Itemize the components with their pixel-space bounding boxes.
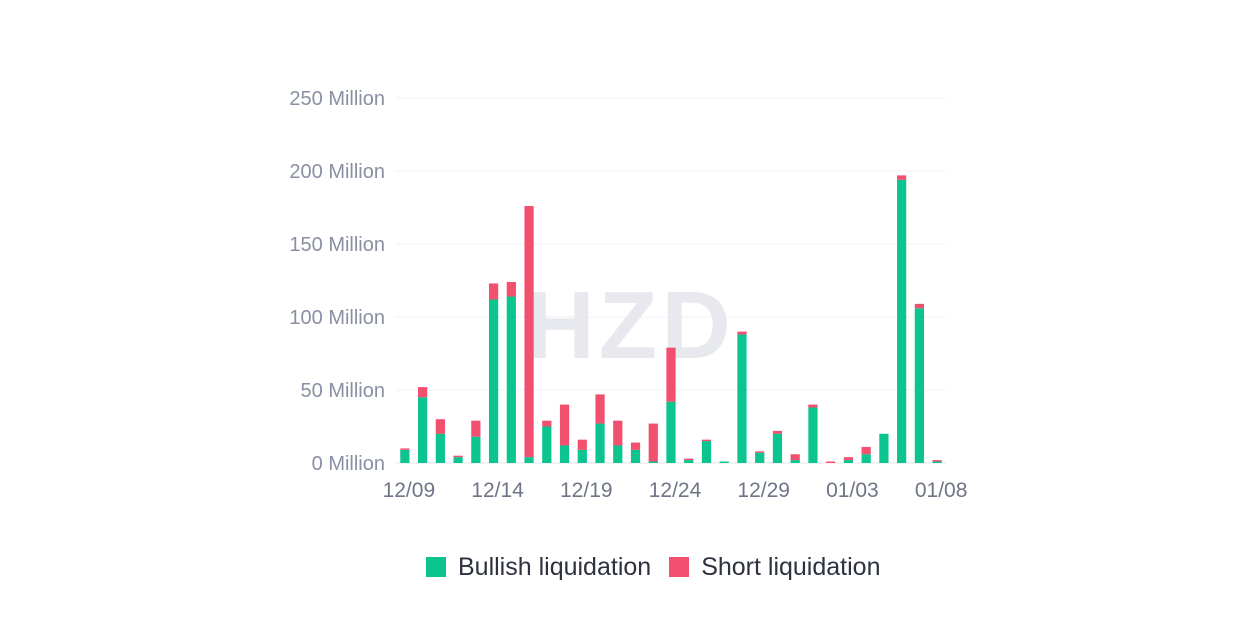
- x-tick-label: 01/08: [915, 479, 968, 502]
- bar-bullish: [453, 457, 463, 463]
- bar-short: [542, 420, 552, 427]
- legend-swatch-bullish: [426, 557, 446, 577]
- bar-short: [684, 458, 694, 461]
- bar-bullish: [666, 401, 676, 463]
- bar-short: [418, 387, 428, 398]
- bar-bullish: [861, 454, 871, 463]
- bar-bullish: [737, 334, 747, 463]
- bar-short: [524, 206, 534, 458]
- bar-bullish: [790, 460, 800, 463]
- bar-bullish: [879, 433, 889, 463]
- bar-short: [808, 404, 818, 408]
- bar-short: [737, 331, 747, 335]
- bar-bullish: [648, 461, 658, 463]
- bar-short: [506, 281, 516, 297]
- bar-bullish: [630, 449, 641, 463]
- bar-bullish: [772, 433, 783, 463]
- bar-short: [861, 446, 871, 455]
- y-tick-label: 0 Million: [312, 453, 385, 475]
- bar-short: [772, 430, 783, 434]
- x-tick-label: 12/14: [471, 479, 524, 502]
- y-tick-label: 150 Million: [289, 234, 385, 256]
- legend-item-short[interactable]: Short liquidation: [669, 553, 880, 582]
- bar-bullish: [843, 460, 854, 463]
- bar-short: [826, 461, 836, 463]
- bar-bullish: [435, 433, 445, 463]
- bar-bullish: [808, 407, 818, 463]
- x-tick-label: 12/19: [560, 479, 613, 502]
- x-tick-label: 12/29: [737, 479, 790, 502]
- bar-short: [613, 420, 623, 446]
- bar-bullish: [932, 461, 942, 463]
- bar-bullish: [400, 449, 410, 463]
- bar-bullish: [577, 449, 587, 463]
- x-axis-ticks: 12/09 12/14 12/19 12/24 12/29 01/03 01/08: [383, 479, 968, 502]
- bar-short: [559, 404, 570, 446]
- y-tick-label: 250 Million: [289, 88, 385, 110]
- bar-bullish: [755, 452, 765, 463]
- bars: [400, 175, 942, 463]
- bar-bullish: [684, 460, 694, 463]
- bar-bullish: [488, 299, 499, 463]
- bar-short: [471, 420, 481, 437]
- bar-bullish: [897, 179, 907, 463]
- bar-short: [755, 451, 765, 453]
- y-tick-label: 100 Million: [289, 307, 385, 329]
- x-tick-label: 12/24: [649, 479, 702, 502]
- bar-short: [666, 347, 676, 402]
- watermark: HZD: [525, 272, 734, 379]
- x-tick-label: 12/09: [383, 479, 436, 502]
- bar-bullish: [719, 461, 729, 463]
- legend-label-short: Short liquidation: [701, 552, 881, 581]
- bar-short: [648, 423, 658, 462]
- legend-label-bullish: Bullish liquidation: [458, 552, 652, 581]
- bar-bullish: [524, 457, 534, 463]
- bar-short: [488, 283, 499, 300]
- bar-bullish: [613, 445, 623, 463]
- legend-item-bullish[interactable]: Bullish liquidation: [426, 553, 651, 582]
- bar-short: [932, 460, 942, 462]
- y-axis-ticks: 0 Million 50 Million 100 Million 150 Millio…: [289, 88, 385, 475]
- bar-short: [701, 439, 712, 442]
- bar-short: [914, 303, 924, 309]
- bar-short: [790, 454, 800, 461]
- legend-swatch-short: [669, 557, 690, 577]
- bar-short: [843, 457, 854, 461]
- bar-short: [630, 442, 641, 450]
- bar-short: [400, 448, 410, 450]
- bar-short: [435, 419, 445, 434]
- bar-bullish: [701, 441, 712, 463]
- legend: Bullish liquidation Short liquidation: [426, 550, 880, 584]
- bar-short: [453, 455, 463, 458]
- y-tick-label: 200 Million: [289, 161, 385, 183]
- bar-bullish: [542, 426, 552, 463]
- bar-short: [897, 175, 907, 180]
- bar-short: [577, 439, 587, 450]
- bar-bullish: [418, 397, 428, 463]
- x-tick-label: 01/03: [826, 479, 879, 502]
- bar-bullish: [595, 423, 605, 463]
- y-tick-label: 50 Million: [301, 380, 385, 402]
- bar-bullish: [914, 308, 924, 463]
- bar-short: [595, 394, 605, 424]
- bar-bullish: [506, 296, 516, 463]
- bar-bullish: [559, 445, 570, 463]
- bar-bullish: [471, 436, 481, 463]
